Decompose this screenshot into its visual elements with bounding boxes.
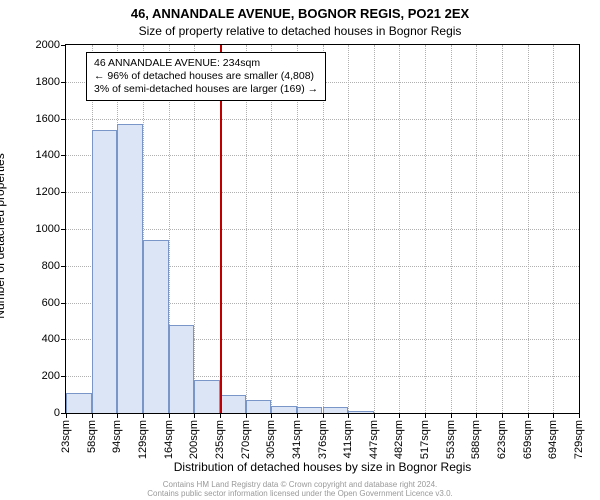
y-tick-mark <box>61 229 65 230</box>
histogram-bar <box>297 407 323 413</box>
y-tick-mark <box>61 413 65 414</box>
histogram-bar <box>92 130 118 413</box>
histogram-bar <box>194 380 220 413</box>
gridline-v <box>528 45 529 413</box>
y-tick-label: 2000 <box>20 39 60 51</box>
gridline-v <box>399 45 400 413</box>
x-tick-mark <box>169 414 170 418</box>
x-tick-mark <box>528 414 529 418</box>
annotation-line: ← 96% of detached houses are smaller (4,… <box>94 70 318 83</box>
y-tick-mark <box>61 45 65 46</box>
y-tick-mark <box>61 266 65 267</box>
annotation-line: 3% of semi-detached houses are larger (1… <box>94 83 318 96</box>
y-tick-mark <box>61 155 65 156</box>
x-tick-mark <box>348 414 349 418</box>
footer-line: Contains HM Land Registry data © Crown c… <box>0 480 600 489</box>
histogram-bar <box>323 407 349 413</box>
y-tick-label: 1000 <box>20 223 60 235</box>
gridline-v <box>348 45 349 413</box>
x-tick-mark <box>374 414 375 418</box>
y-tick-label: 800 <box>20 260 60 272</box>
y-tick-mark <box>61 376 65 377</box>
y-tick-mark <box>61 339 65 340</box>
histogram-bar <box>143 240 169 413</box>
x-tick-mark <box>194 414 195 418</box>
plot-area: 46 ANNANDALE AVENUE: 234sqm ← 96% of det… <box>65 44 580 414</box>
gridline-v <box>425 45 426 413</box>
y-tick-label: 1200 <box>20 186 60 198</box>
x-tick-mark <box>66 414 67 418</box>
x-tick-mark <box>323 414 324 418</box>
x-tick-mark <box>579 414 580 418</box>
x-tick-mark <box>451 414 452 418</box>
x-tick-mark <box>476 414 477 418</box>
histogram-bar <box>220 395 246 413</box>
x-tick-mark <box>425 414 426 418</box>
annotation-box: 46 ANNANDALE AVENUE: 234sqm ← 96% of det… <box>86 52 326 101</box>
x-tick-mark <box>220 414 221 418</box>
y-tick-label: 0 <box>20 407 60 419</box>
x-tick-mark <box>92 414 93 418</box>
y-tick-mark <box>61 119 65 120</box>
gridline-v <box>502 45 503 413</box>
y-tick-label: 400 <box>20 333 60 345</box>
y-tick-label: 600 <box>20 297 60 309</box>
x-tick-mark <box>502 414 503 418</box>
x-axis-label: Distribution of detached houses by size … <box>0 460 600 474</box>
x-tick-mark <box>553 414 554 418</box>
histogram-bar <box>169 325 195 413</box>
y-axis-label: Number of detached properties <box>0 153 7 318</box>
chart-title: 46, ANNANDALE AVENUE, BOGNOR REGIS, PO21… <box>0 6 600 21</box>
gridline-v <box>451 45 452 413</box>
gridline-v <box>553 45 554 413</box>
y-tick-mark <box>61 82 65 83</box>
x-tick-mark <box>117 414 118 418</box>
histogram-bar <box>271 406 297 413</box>
footer-line: Contains public sector information licen… <box>0 489 600 498</box>
footer-attribution: Contains HM Land Registry data © Crown c… <box>0 480 600 498</box>
y-tick-label: 1600 <box>20 113 60 125</box>
chart-subtitle: Size of property relative to detached ho… <box>0 24 600 38</box>
x-tick-mark <box>271 414 272 418</box>
x-tick-mark <box>246 414 247 418</box>
y-tick-label: 1400 <box>20 149 60 161</box>
y-tick-label: 200 <box>20 370 60 382</box>
chart-container: 46, ANNANDALE AVENUE, BOGNOR REGIS, PO21… <box>0 0 600 500</box>
y-tick-label: 1800 <box>20 76 60 88</box>
x-tick-mark <box>143 414 144 418</box>
gridline-v <box>374 45 375 413</box>
x-tick-mark <box>297 414 298 418</box>
x-tick-mark <box>399 414 400 418</box>
gridline-v <box>476 45 477 413</box>
histogram-bar <box>66 393 92 413</box>
histogram-bar <box>117 124 143 413</box>
histogram-bar <box>246 400 272 413</box>
histogram-bar <box>348 411 374 413</box>
annotation-line: 46 ANNANDALE AVENUE: 234sqm <box>94 57 318 70</box>
y-tick-mark <box>61 303 65 304</box>
y-tick-mark <box>61 192 65 193</box>
